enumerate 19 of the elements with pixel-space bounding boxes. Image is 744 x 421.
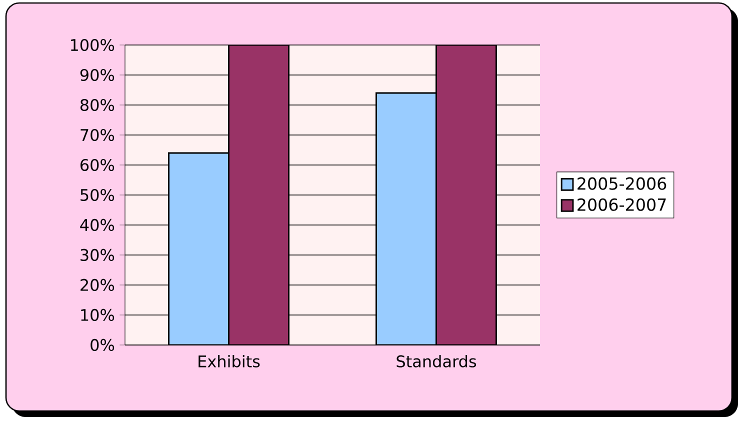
bar (436, 44, 497, 345)
x-tick-label: Standards (396, 355, 476, 368)
bar (228, 44, 290, 345)
y-tick-label: 20% (80, 278, 114, 292)
y-tick-label: 0% (90, 338, 114, 352)
y-tick-label: 100% (70, 38, 114, 52)
legend-label: 2006-2007 (578, 198, 666, 211)
y-tick-label: 70% (80, 128, 114, 142)
y-tick-label: 80% (80, 98, 114, 112)
bar (376, 92, 437, 345)
y-tick-label: 90% (80, 68, 114, 82)
y-tick-label: 10% (81, 308, 114, 322)
y-tick-label: 40% (80, 218, 114, 232)
y-tick-label: 30% (80, 248, 114, 262)
legend-label: 2005-2006 (578, 177, 666, 190)
y-tick-label: 50% (80, 188, 114, 202)
x-tick-label: Exhibits (198, 355, 260, 368)
y-tick-label: 60% (80, 158, 114, 172)
bar (168, 152, 230, 345)
